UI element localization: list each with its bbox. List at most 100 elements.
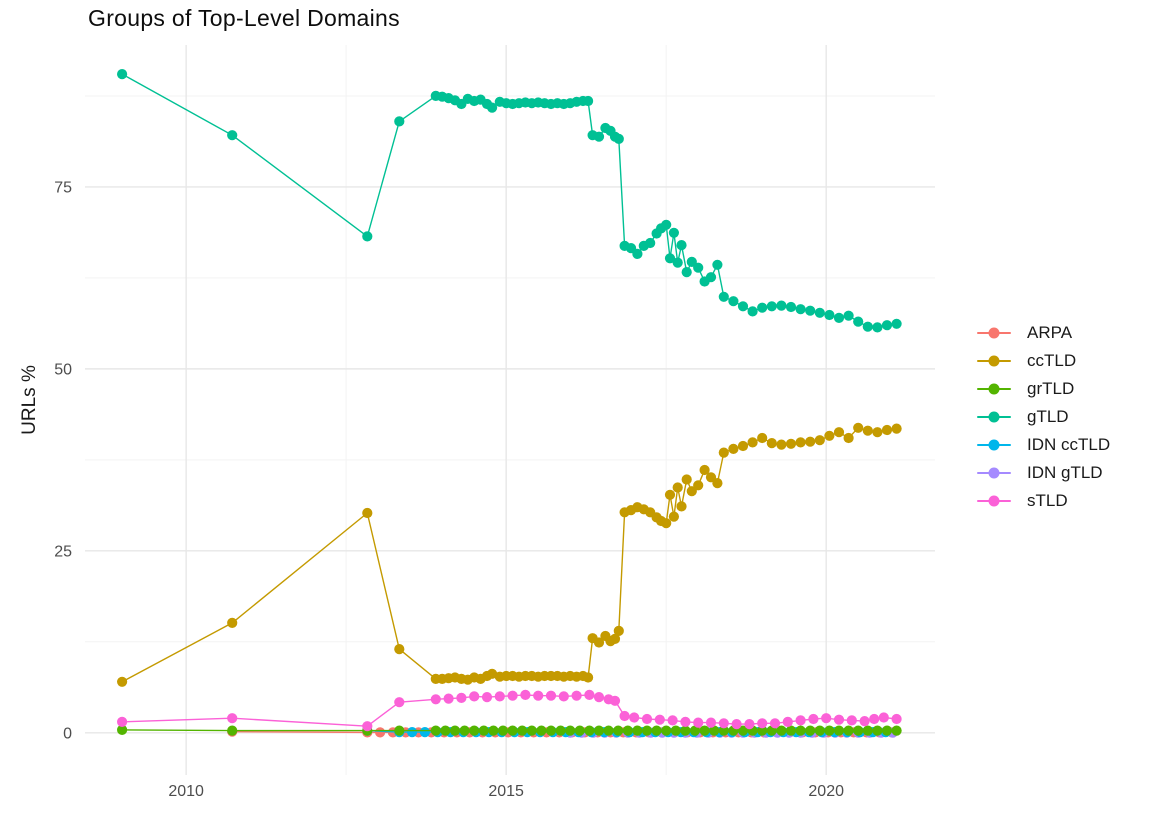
data-point-sTLD — [667, 715, 678, 726]
data-point-grTLD — [881, 725, 893, 736]
data-point-sTLD — [654, 714, 665, 725]
data-point-sTLD — [117, 716, 128, 728]
data-point-grTLD — [833, 725, 845, 736]
data-point-gTLD — [672, 257, 683, 268]
data-point-gTLD — [862, 321, 873, 332]
data-point-gTLD — [613, 133, 624, 144]
legend-key-icon — [977, 347, 1011, 375]
data-point-sTLD — [795, 715, 806, 726]
legend-item-label: sTLD — [1027, 491, 1068, 510]
data-point-sTLD — [859, 716, 870, 727]
data-point-gTLD — [843, 310, 854, 321]
data-point-grTLD — [757, 725, 768, 736]
data-point-sTLD — [394, 697, 405, 708]
data-point-ccTLD — [487, 668, 498, 679]
data-point-IDN-ccTLD — [407, 727, 418, 738]
data-point-gTLD — [227, 130, 238, 141]
data-point-grTLD — [622, 725, 633, 736]
data-point-sTLD — [619, 710, 630, 722]
y-tick-label: 0 — [63, 725, 72, 742]
data-point-sTLD — [545, 690, 557, 701]
data-point-gTLD — [632, 248, 643, 259]
data-point-grTLD — [709, 725, 720, 736]
data-point-gTLD — [814, 307, 825, 318]
data-point-sTLD — [891, 713, 902, 725]
data-point-sTLD — [443, 693, 454, 704]
data-point-gTLD — [737, 301, 749, 312]
data-point-grTLD — [641, 725, 653, 736]
data-point-gTLD — [693, 262, 704, 273]
data-point-grTLD — [497, 725, 509, 736]
x-tick-label: 2020 — [808, 783, 844, 800]
data-point-ccTLD — [776, 439, 787, 450]
data-point-grTLD — [459, 725, 470, 736]
data-point-sTLD — [507, 690, 518, 701]
legend: ARPA ccTLD grTLD gTLD IDN ccTLD IDN gTLD sTLD — [977, 319, 1110, 515]
data-point-sTLD — [469, 691, 480, 702]
data-point-ccTLD — [693, 480, 704, 491]
data-point-grTLD — [785, 725, 797, 736]
data-point-sTLD — [227, 713, 238, 724]
data-point-ccTLD — [676, 501, 687, 512]
data-point-sTLD — [846, 715, 857, 726]
data-point-sTLD — [693, 717, 704, 728]
legend-item-label: ARPA — [1027, 323, 1073, 342]
data-point-grTLD — [632, 725, 643, 736]
data-point-sTLD — [782, 716, 793, 728]
data-point-sTLD — [878, 712, 889, 723]
data-point-grTLD — [478, 725, 489, 736]
data-point-sTLD — [558, 691, 569, 702]
data-point-ccTLD — [593, 637, 605, 648]
data-point-sTLD — [744, 719, 755, 730]
data-point-sTLD — [821, 713, 832, 724]
legend-key-icon — [977, 431, 1011, 459]
data-point-ccTLD — [747, 437, 758, 448]
legend-item-IDN-ccTLD: IDN ccTLD — [977, 431, 1110, 459]
data-point-sTLD — [571, 690, 582, 701]
data-point-gTLD — [881, 320, 893, 331]
data-point-grTLD — [891, 725, 902, 736]
data-point-sTLD — [705, 717, 717, 728]
legend-item-gTLD: gTLD — [977, 403, 1110, 431]
y-tick-label: 25 — [54, 543, 72, 560]
data-point-ccTLD — [681, 474, 692, 485]
data-point-gTLD — [718, 291, 729, 302]
data-point-gTLD — [394, 116, 405, 127]
legend-item-grTLD: grTLD — [977, 375, 1110, 403]
data-point-ccTLD — [757, 432, 768, 444]
chart-title: Groups of Top-Level Domains — [88, 5, 400, 31]
legend-item-label: ccTLD — [1027, 351, 1077, 370]
data-point-sTLD — [430, 694, 441, 705]
data-point-grTLD — [795, 725, 806, 736]
data-point-gTLD — [785, 301, 797, 313]
data-point-ccTLD — [728, 443, 739, 454]
data-point-sTLD — [629, 712, 640, 723]
data-point-ccTLD — [609, 633, 621, 645]
data-point-grTLD — [507, 725, 518, 736]
legend-key-dot — [988, 327, 1000, 339]
data-point-sTLD — [362, 721, 373, 732]
data-point-ccTLD — [853, 422, 864, 433]
data-point-sTLD — [456, 692, 467, 704]
data-point-ccTLD — [872, 427, 883, 438]
legend-key-icon — [977, 487, 1011, 515]
data-point-gTLD — [747, 306, 758, 317]
data-point-gTLD — [766, 301, 777, 312]
data-point-grTLD — [805, 725, 816, 736]
data-point-gTLD — [681, 267, 692, 278]
data-point-ccTLD — [712, 478, 723, 489]
data-point-gTLD — [705, 272, 717, 283]
data-point-grTLD — [227, 725, 238, 736]
data-point-ccTLD — [862, 425, 873, 436]
data-point-sTLD — [609, 695, 621, 706]
data-point-sTLD — [757, 718, 768, 729]
data-point-ccTLD — [583, 672, 594, 683]
data-point-sTLD — [520, 689, 531, 701]
data-point-gTLD — [872, 322, 883, 333]
data-point-ccTLD — [833, 427, 845, 438]
data-point-grTLD — [536, 725, 547, 736]
data-point-grTLD — [545, 725, 557, 736]
data-point-ccTLD — [805, 436, 816, 447]
data-point-grTLD — [469, 725, 480, 736]
